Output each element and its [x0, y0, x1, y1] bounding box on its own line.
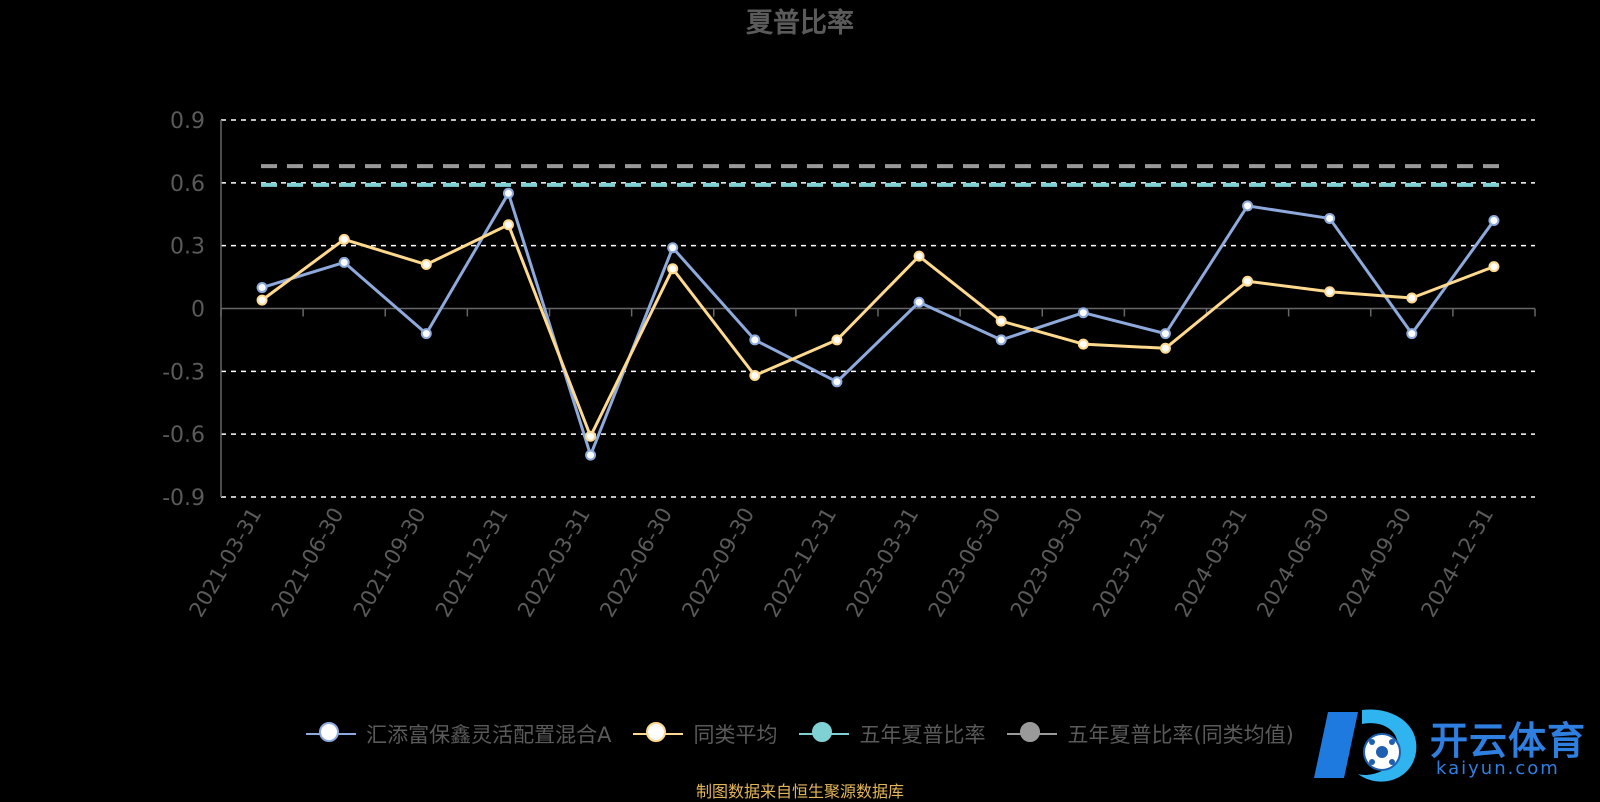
y-tick-label: 0.9 — [170, 109, 205, 134]
legend-swatch-fund — [306, 720, 357, 748]
data-point — [1242, 200, 1254, 212]
data-point — [1324, 212, 1336, 224]
data-point — [1406, 292, 1418, 304]
y-tick-label: -0.3 — [162, 360, 205, 385]
data-point — [1406, 328, 1418, 340]
y-tick-label: 0 — [191, 298, 205, 323]
watermark-subtext: kaiyun.com — [1436, 758, 1560, 779]
x-tick-label: 2023-03-31 — [842, 504, 924, 622]
legend-item-fund[interactable]: 汇添富保鑫灵活配置混合A — [306, 719, 611, 749]
data-point — [831, 376, 843, 388]
data-point — [420, 328, 432, 340]
data-point — [585, 449, 597, 461]
data-point — [1488, 215, 1500, 227]
data-point — [667, 242, 679, 254]
data-point — [749, 334, 761, 346]
data-point — [831, 334, 843, 346]
x-tick-label: 2024-09-30 — [1334, 504, 1416, 622]
legend-label-fund: 汇添富保鑫灵活配置混合A — [366, 723, 612, 747]
y-tick-label: 0.6 — [170, 172, 205, 197]
data-point — [1077, 338, 1089, 350]
x-tick-label: 2023-12-31 — [1088, 504, 1170, 622]
legend-label-five-year-sharpe: 五年夏普比率 — [859, 723, 986, 747]
data-point — [749, 370, 761, 382]
data-point — [585, 430, 597, 442]
series-line — [261, 223, 1495, 438]
data-point — [1324, 286, 1336, 298]
data-point — [1077, 307, 1089, 319]
data-point — [913, 296, 925, 308]
kaiyun-logo-icon — [1314, 709, 1417, 782]
data-point — [502, 219, 514, 231]
legend-item-category-average[interactable]: 同类平均 — [633, 719, 777, 749]
data-point — [913, 250, 925, 262]
legend: 汇添富保鑫灵活配置混合A 同类平均 五年夏普比率 五年夏普比率(同类均值) — [0, 714, 1600, 754]
x-tick-label: 2023-09-30 — [1006, 504, 1088, 622]
chart-title: 夏普比率 — [746, 7, 854, 39]
y-tick-label: -0.9 — [162, 486, 205, 511]
data-point — [995, 334, 1007, 346]
legend-swatch-five-year-sharpe-category — [1007, 720, 1058, 748]
data-point — [420, 259, 432, 271]
legend-swatch-category-average — [633, 720, 684, 748]
x-tick-label: 2022-06-30 — [595, 504, 677, 622]
data-point — [338, 256, 350, 268]
data-point — [256, 294, 268, 306]
y-tick-label: -0.6 — [162, 423, 205, 448]
data-point — [1242, 275, 1254, 287]
series-line — [261, 191, 1496, 457]
legend-label-category-average: 同类平均 — [693, 723, 778, 747]
data-point — [338, 233, 350, 245]
data-point — [1159, 342, 1171, 354]
series-lines — [256, 187, 1500, 461]
data-point — [1488, 261, 1500, 273]
x-tick-label: 2024-03-31 — [1170, 504, 1252, 622]
data-point — [667, 263, 679, 275]
watermark-text: 开云体育 — [1430, 719, 1587, 763]
legend-item-five-year-sharpe[interactable]: 五年夏普比率 — [799, 719, 985, 749]
x-tick-label: 2021-03-31 — [185, 504, 267, 622]
data-point — [1159, 328, 1171, 340]
x-tick-label: 2023-06-30 — [924, 504, 1006, 622]
data-point — [502, 187, 514, 199]
data-point — [995, 315, 1007, 327]
x-tick-label: 2022-09-30 — [677, 504, 759, 622]
data-point — [256, 282, 268, 294]
data-source-note: 制图数据来自恒生聚源数据库 — [695, 782, 904, 801]
legend-label-five-year-sharpe-category: 五年夏普比率(同类均值) — [1067, 723, 1294, 747]
y-tick-label: 0.3 — [170, 235, 205, 260]
x-tick-label: 2024-12-31 — [1416, 504, 1498, 622]
x-tick-label: 2024-06-30 — [1252, 504, 1334, 622]
x-tick-label: 2021-12-31 — [431, 504, 513, 622]
legend-item-five-year-sharpe-category[interactable]: 五年夏普比率(同类均值) — [1007, 719, 1294, 749]
grid-lines — [221, 119, 1535, 498]
x-tick-label: 2021-09-30 — [349, 504, 431, 622]
legend-swatch-five-year-sharpe — [799, 720, 850, 748]
x-tick-label: 2022-03-31 — [513, 504, 595, 622]
x-tick-label: 2022-12-31 — [759, 504, 841, 622]
x-tick-label: 2021-06-30 — [267, 504, 349, 622]
watermark: 开云体育 kaiyun.com — [1310, 700, 1600, 800]
